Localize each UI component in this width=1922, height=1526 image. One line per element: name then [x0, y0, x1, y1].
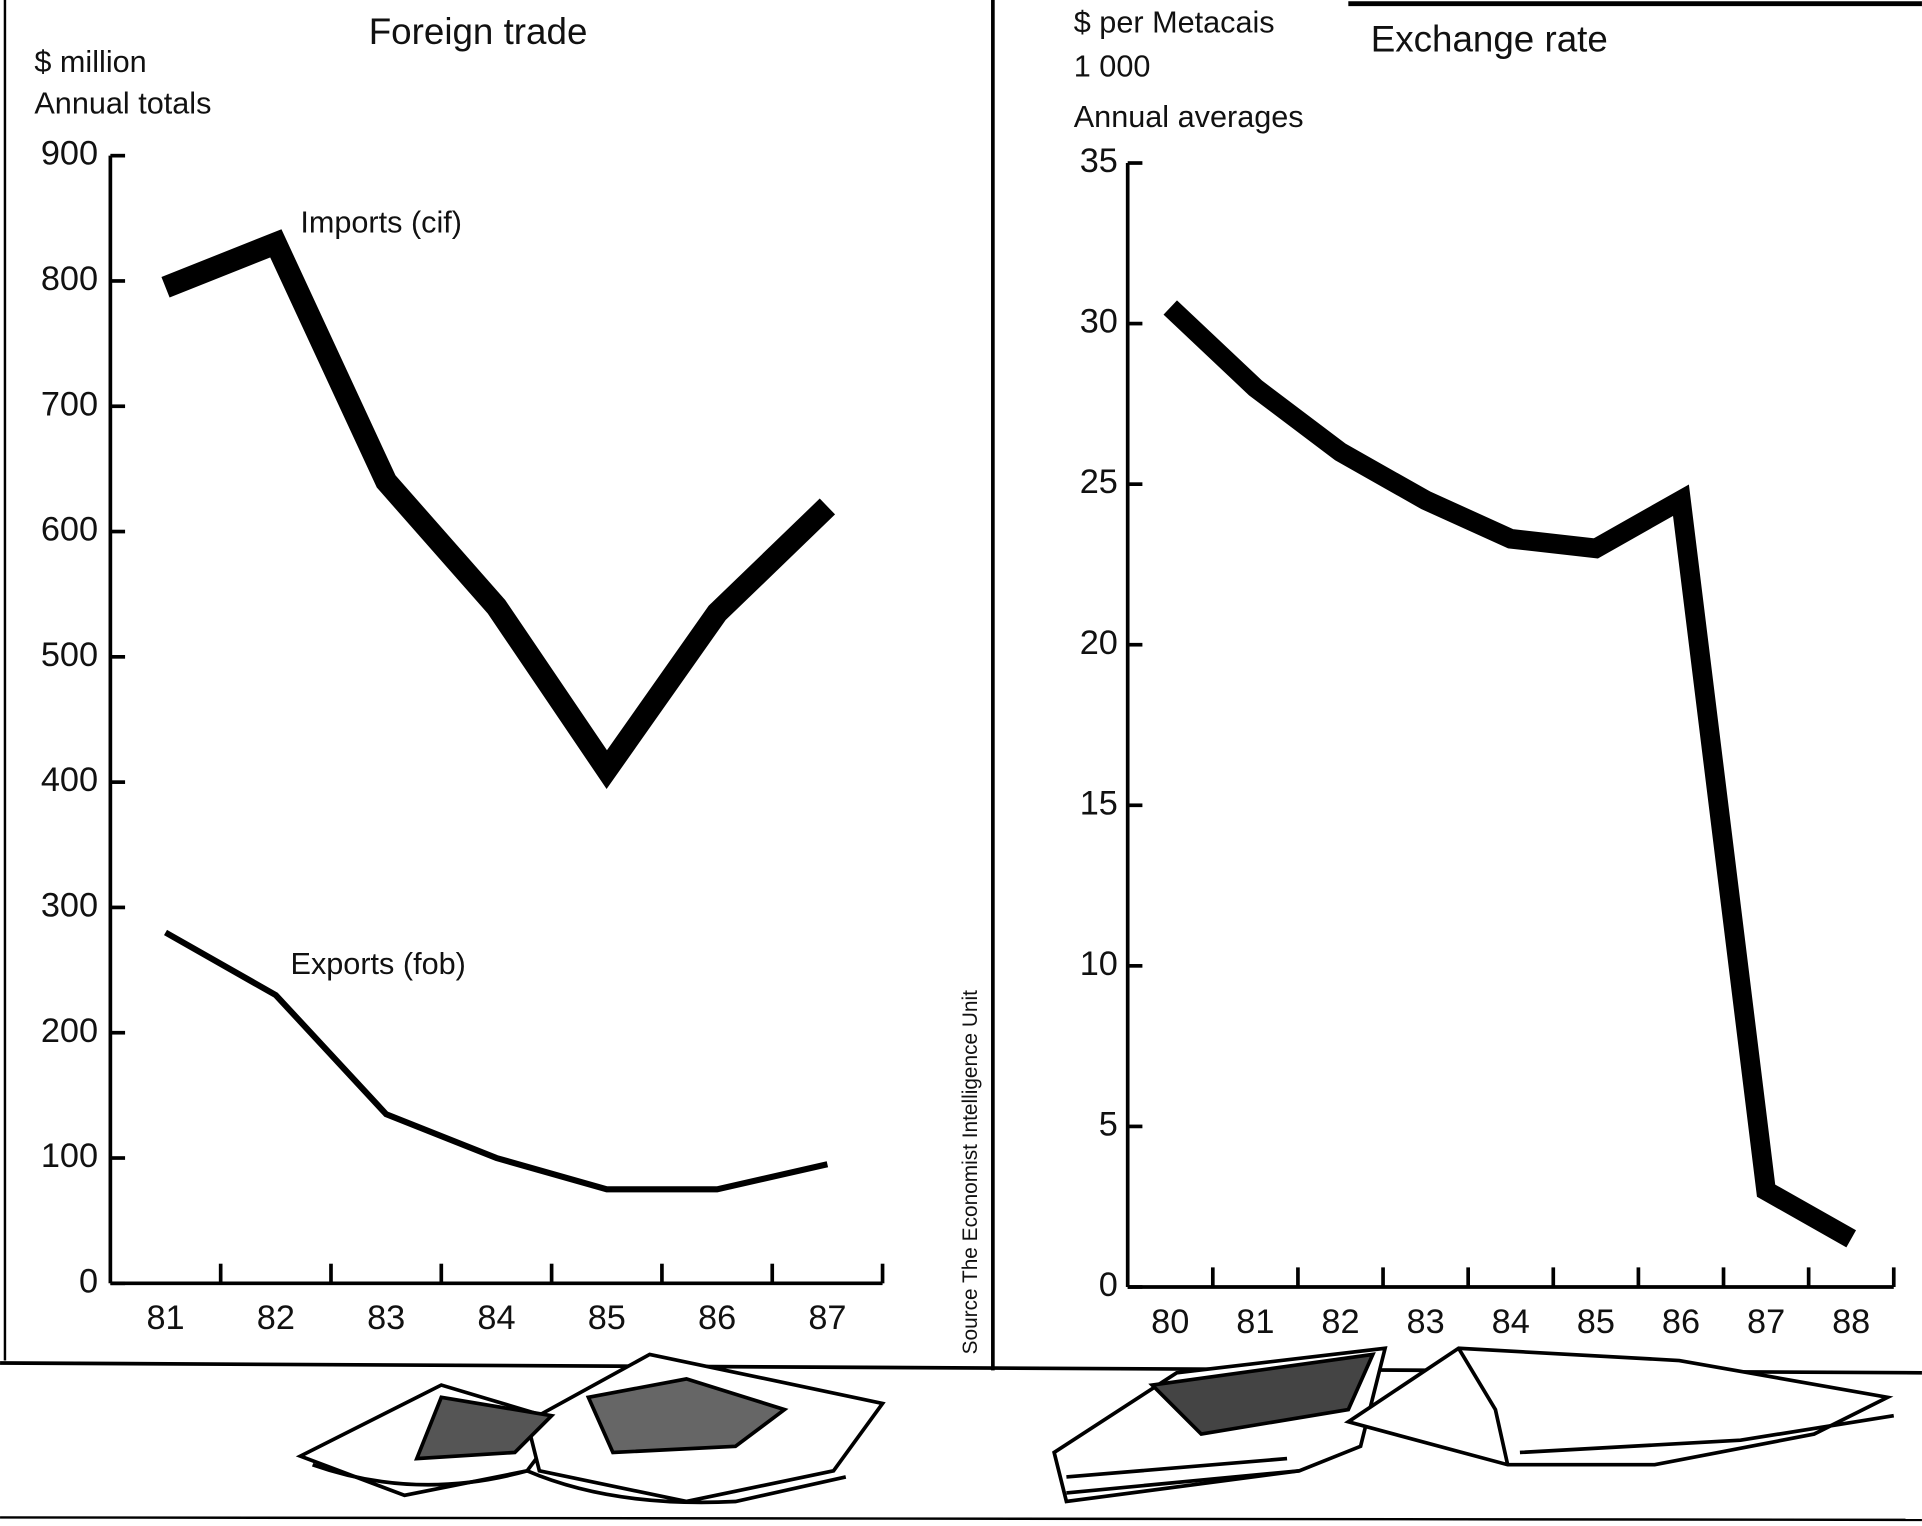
x-tick-label: 88	[1832, 1303, 1870, 1341]
y-axis-label: $ per Metacais	[1074, 6, 1275, 40]
x-tick-label: 83	[367, 1299, 405, 1337]
x-tick-label: 80	[1151, 1303, 1189, 1341]
y-tick-label: 35	[1080, 142, 1118, 180]
source-note: Source The Economist Intelligence Unit	[959, 990, 982, 1355]
y-tick-label: 400	[41, 761, 98, 799]
series-label: Imports (cif)	[300, 205, 462, 239]
y-tick-label: 15	[1080, 784, 1118, 822]
x-tick-label: 86	[1662, 1303, 1700, 1341]
page: {"chart_data": [ {"type": "line", "title…	[0, 0, 1922, 1526]
y-tick-label: 300	[41, 886, 98, 924]
chart: Source The Economist Intelligence Unit F…	[0, 0, 1922, 1526]
subtitle: Annual averages	[1074, 100, 1304, 134]
x-tick-label: 82	[1321, 1303, 1359, 1341]
y-tick-label: 200	[41, 1012, 98, 1050]
chart-title: Exchange rate	[1371, 18, 1608, 59]
x-tick-label: 85	[1577, 1303, 1615, 1341]
y-tick-label: 25	[1080, 463, 1118, 501]
y-tick-label: 100	[41, 1137, 98, 1175]
y-tick-label: 800	[41, 260, 98, 298]
y-tick-label: 900	[41, 135, 98, 173]
x-tick-label: 86	[698, 1299, 736, 1337]
y-tick-label: 500	[41, 636, 98, 674]
y-axis-label: 1 000	[1074, 50, 1151, 84]
y-tick-label: 700	[41, 385, 98, 423]
x-tick-label: 84	[477, 1299, 515, 1337]
x-tick-label: 83	[1407, 1303, 1445, 1341]
x-tick-label: 81	[146, 1299, 184, 1337]
y-axis-label: $ million	[34, 45, 146, 79]
y-tick-label: 0	[1099, 1266, 1118, 1304]
y-tick-label: 0	[79, 1262, 98, 1300]
x-tick-label: 84	[1492, 1303, 1530, 1341]
y-tick-label: 30	[1080, 303, 1118, 341]
x-tick-label: 87	[808, 1299, 846, 1337]
y-tick-label: 600	[41, 511, 98, 549]
x-tick-label: 85	[588, 1299, 626, 1337]
chart-title: Foreign trade	[369, 11, 588, 52]
subtitle: Annual totals	[34, 87, 211, 121]
x-tick-label: 82	[257, 1299, 295, 1337]
y-tick-label: 20	[1080, 624, 1118, 662]
y-tick-label: 10	[1080, 945, 1118, 983]
x-tick-label: 81	[1236, 1303, 1274, 1341]
series-label: Exports (fob)	[291, 947, 466, 981]
x-tick-label: 87	[1747, 1303, 1785, 1341]
y-tick-label: 5	[1099, 1105, 1118, 1143]
